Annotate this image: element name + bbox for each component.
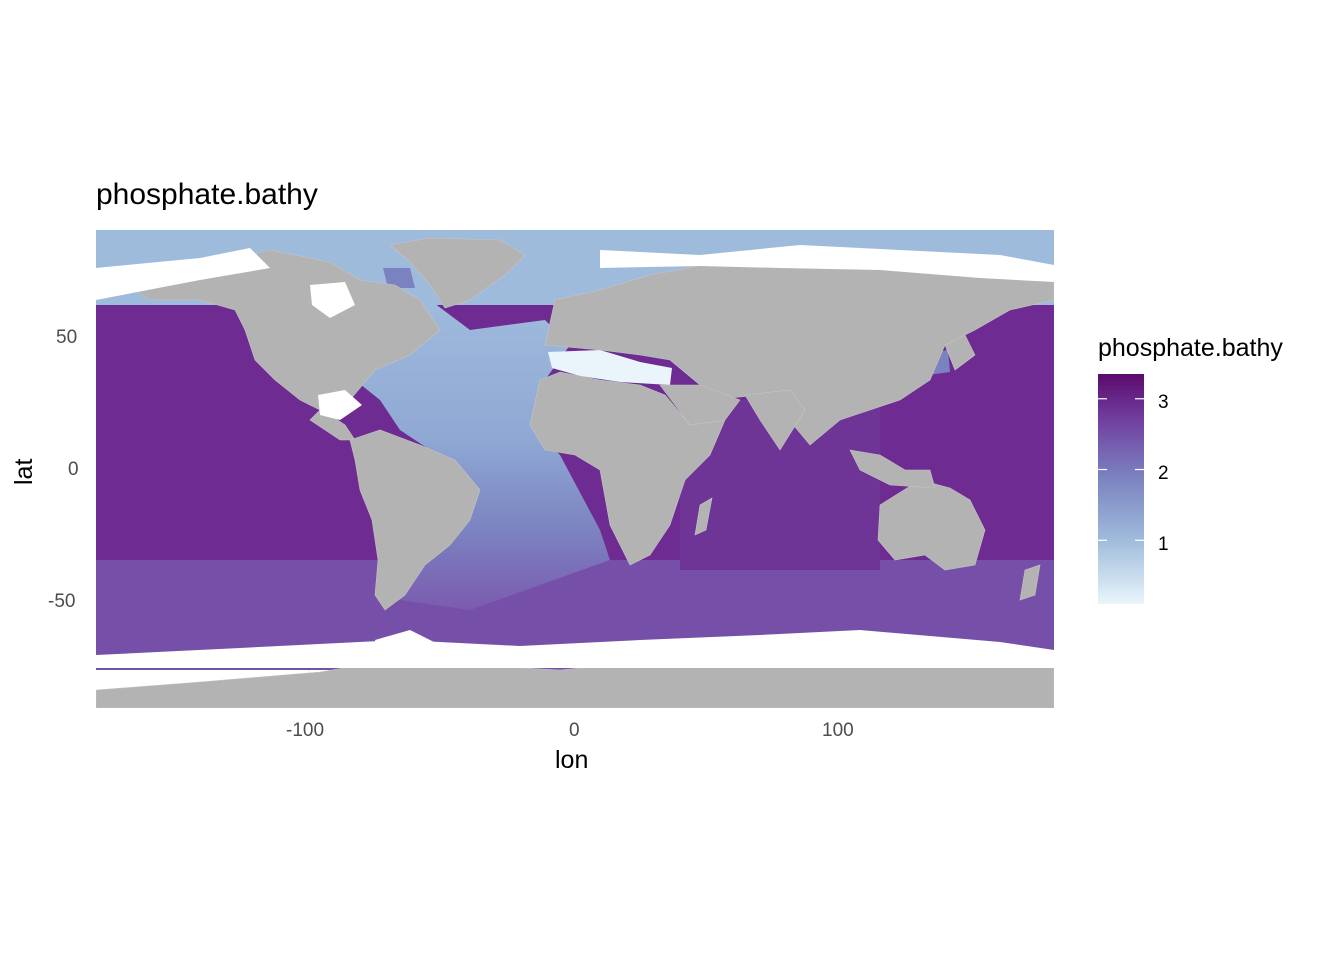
land-layer: [96, 237, 1054, 708]
y-axis-title: lat: [10, 458, 38, 485]
legend-tick-label: 2: [1158, 463, 1169, 484]
mediterranean-sea: [548, 350, 672, 385]
x-tick-label: -100: [286, 720, 325, 741]
legend-colorbar: [1098, 374, 1144, 604]
baffin-bay: [383, 268, 415, 288]
x-tick-label: 100: [822, 720, 854, 741]
africa: [529, 371, 726, 566]
new-zealand: [1019, 564, 1041, 601]
chart-title: phosphate.bathy: [96, 178, 318, 211]
southern-no-data: [96, 630, 1054, 668]
madagascar: [694, 497, 713, 536]
y-tick-label: 50: [56, 327, 78, 348]
arctic-no-data-west: [96, 248, 270, 300]
legend-tick-label: 1: [1158, 534, 1169, 555]
legend-title: phosphate.bathy: [1098, 334, 1283, 362]
antarctic-peninsula: [375, 630, 440, 660]
y-tick-label: 0: [68, 459, 79, 480]
arabia: [659, 384, 741, 426]
north-america: [129, 249, 441, 441]
hudson-bay: [310, 282, 355, 318]
legend-ticks: [1098, 398, 1144, 541]
x-tick-label: 0: [569, 720, 580, 741]
map-panel: [96, 230, 1054, 708]
legend-tick-label: 3: [1158, 392, 1169, 413]
arctic-no-data-east: [600, 245, 1054, 282]
japan: [944, 334, 976, 371]
x-axis-title: lon: [555, 746, 589, 774]
india: [744, 389, 806, 451]
gulf-of-mexico: [318, 390, 362, 420]
maritime-asia: [849, 449, 936, 489]
atlantic-ocean: [325, 300, 610, 610]
south-america: [349, 429, 481, 611]
australia: [877, 479, 986, 571]
greenland: [389, 237, 526, 309]
no-data-layer: [96, 245, 1054, 668]
y-tick-label: -50: [48, 591, 76, 612]
